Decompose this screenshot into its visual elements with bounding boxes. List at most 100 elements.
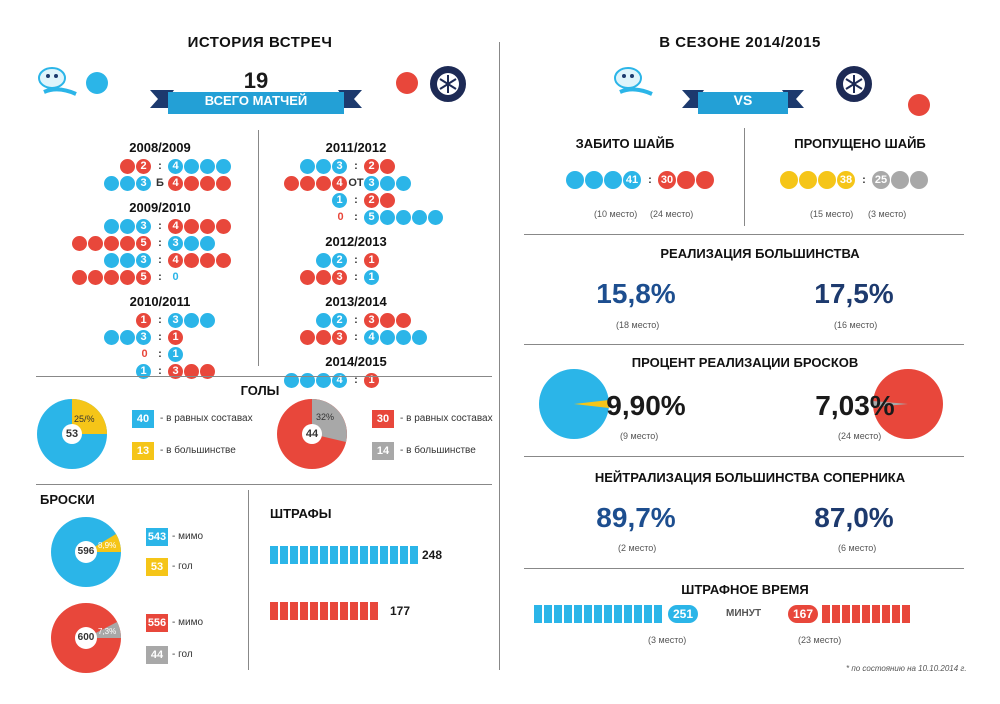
score-separator: :	[158, 160, 162, 172]
score-dot	[200, 218, 215, 234]
stat-dot: 38	[837, 171, 855, 189]
score-dot	[104, 252, 119, 268]
pim-title: ШТРАФНОЕ ВРЕМЯ	[681, 582, 809, 597]
score-separator: :	[354, 194, 358, 206]
powerplay-title: РЕАЛИЗАЦИЯ БОЛЬШИНСТВА	[660, 246, 860, 261]
score-row: 3:1	[72, 329, 248, 345]
conceded-team1-place: (15 место)	[810, 209, 854, 219]
conceded-title: ПРОПУЩЕНО ШАЙБ	[794, 136, 926, 151]
score-dot	[120, 235, 135, 251]
bar-segment	[340, 546, 348, 564]
pp-team1-value: 15,8%	[596, 278, 676, 309]
stat-dot	[780, 171, 798, 189]
bar-segment	[594, 605, 602, 623]
shots-team2-miss-label: - мимо	[172, 617, 204, 628]
score-separator: :	[354, 160, 358, 172]
shots-team1-pie	[51, 517, 121, 587]
footnote: * по состоянию на 10.10.2014 г.	[846, 664, 967, 673]
score-left: 3	[268, 158, 348, 174]
score-dot: 3	[136, 218, 151, 234]
score-right: 3	[168, 312, 248, 328]
score-dot	[200, 363, 215, 379]
score-dot	[380, 175, 395, 191]
score-dot: 4	[168, 218, 183, 234]
score-left: 3	[268, 269, 348, 285]
score-dot	[316, 312, 331, 328]
bar-segment	[370, 546, 378, 564]
score-dot: 3	[168, 363, 183, 379]
history-title: ИСТОРИЯ ВСТРЕЧ	[187, 34, 333, 51]
score-row: 3:4	[72, 252, 248, 268]
score-separator: :	[158, 314, 162, 326]
goals-team2-pp-box: 14	[372, 442, 394, 460]
score-separator: ОТ	[348, 177, 364, 189]
score-right: 4	[168, 252, 248, 268]
pim-top-line	[524, 568, 964, 569]
pk-team1-value: 89,7%	[596, 502, 676, 533]
score-zero: 0	[337, 211, 344, 223]
bar-segment	[624, 605, 632, 623]
score-dot	[120, 269, 135, 285]
bar-segment	[832, 605, 840, 623]
score-right: 5	[364, 209, 444, 225]
bar-segment	[654, 605, 662, 623]
goals-team1-pct: 25/%	[74, 414, 95, 424]
bar-segment	[300, 602, 308, 620]
bar-segment	[330, 546, 338, 564]
score-row: 2:1	[268, 252, 444, 268]
shotpct-team2-value: 7,03%	[815, 390, 895, 421]
total-matches-number: 19	[243, 68, 269, 93]
bar-segment	[604, 605, 612, 623]
score-dot: 4	[332, 175, 347, 191]
bar-segment	[380, 546, 388, 564]
penalties-team2-value: 177	[390, 604, 411, 618]
score-dot	[104, 175, 119, 191]
score-dot	[184, 363, 199, 379]
score-left: 2	[268, 252, 348, 268]
score-dot	[184, 218, 199, 234]
shotpct-team1-value: 9,90%	[606, 390, 686, 421]
score-dot	[380, 312, 395, 328]
season-title: 2012/2013	[325, 234, 387, 249]
stat-dot	[910, 171, 928, 189]
stat-dot	[677, 171, 695, 189]
goals-team1-pp-label: - в большинстве	[160, 445, 236, 456]
score-dot: 4	[332, 372, 347, 388]
stat-dot: 25	[872, 171, 890, 189]
bar-segment	[892, 605, 900, 623]
stat-dot	[799, 171, 817, 189]
score-right: 1	[168, 329, 248, 345]
score-left: 1	[72, 363, 152, 379]
score-dot	[104, 269, 119, 285]
goals-team2-pp-label: - в большинстве	[400, 445, 476, 456]
bar-segment	[390, 546, 398, 564]
bar-segment	[280, 602, 288, 620]
bar-segment	[270, 546, 278, 564]
score-dot	[120, 158, 135, 174]
pim-team1-bar	[534, 605, 664, 623]
shotpct-team2-pie	[872, 369, 943, 439]
pk-title: НЕЙТРАЛИЗАЦИЯ БОЛЬШИНСТВА СОПЕРНИКА	[594, 470, 906, 485]
score-right: 4	[364, 329, 444, 345]
barys-logo-right	[614, 67, 653, 96]
score-left: 3	[72, 175, 152, 191]
pim-team1-value: 251	[668, 605, 698, 623]
pk-team1-place: (2 место)	[618, 543, 657, 553]
score-left: 2	[268, 312, 348, 328]
score-dot: 1	[136, 312, 151, 328]
bar-segment	[270, 602, 278, 620]
pp-team1-place: (18 место)	[616, 320, 660, 330]
score-dot	[120, 252, 135, 268]
score-dot: 1	[332, 192, 347, 208]
bar-segment	[534, 605, 542, 623]
bar-segment	[320, 546, 328, 564]
score-dot: 4	[168, 175, 183, 191]
pim-team2-bar	[822, 605, 912, 623]
scored-team1-place: (10 место)	[594, 209, 638, 219]
score-separator: :	[354, 254, 358, 266]
score-dot: 4	[168, 158, 183, 174]
score-row: 0:5	[268, 209, 444, 225]
sibir-logo	[430, 66, 466, 102]
season-title: 2008/2009	[129, 140, 191, 155]
bar-segment	[310, 602, 318, 620]
